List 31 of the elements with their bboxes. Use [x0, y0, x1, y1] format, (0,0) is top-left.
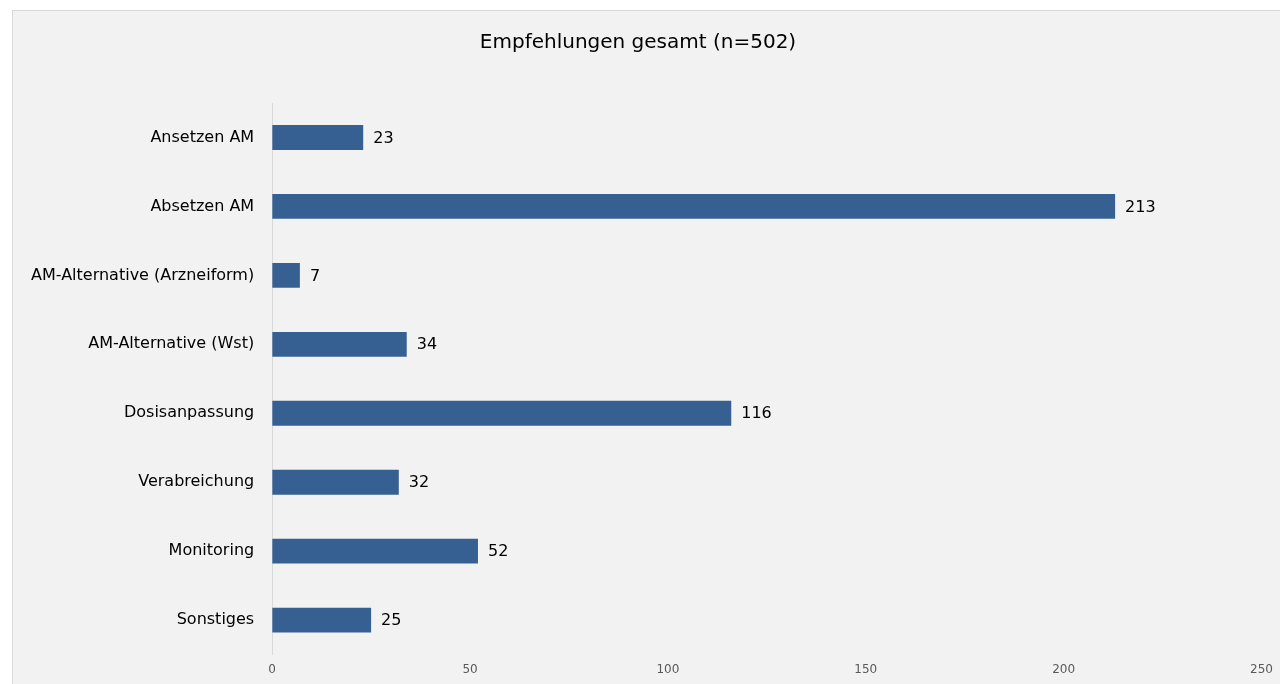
x-tick-label: 0 — [268, 661, 276, 676]
x-tick-label: 50 — [462, 661, 478, 676]
bar — [272, 125, 364, 150]
bar — [272, 469, 399, 495]
bar — [272, 194, 1116, 219]
x-tick-label: 150 — [854, 661, 878, 676]
y-tick-label: Verabreichung — [138, 471, 255, 491]
data-label: 23 — [373, 127, 394, 147]
bar — [272, 262, 300, 288]
data-label: 7 — [309, 265, 321, 285]
y-tick-label: AM-Alternative (Wst) — [88, 333, 255, 353]
x-tick-label: 100 — [656, 661, 680, 676]
chart-title: Empfehlungen gesamt (n=502) — [479, 29, 797, 54]
data-label: 116 — [741, 403, 772, 423]
data-label: 25 — [381, 610, 402, 630]
y-tick-label: Dosisanpassung — [123, 402, 255, 422]
y-tick-label: Absetzen AM — [150, 195, 255, 215]
x-tick-label: 250 — [1250, 661, 1273, 676]
y-tick-label: Ansetzen AM — [150, 126, 255, 146]
bar — [272, 607, 372, 633]
bar — [272, 331, 407, 357]
data-label: 213 — [1125, 196, 1156, 216]
y-tick-label: Monitoring — [168, 540, 255, 560]
x-tick-label: 200 — [1052, 661, 1076, 676]
data-label: 52 — [487, 541, 509, 561]
bar — [272, 400, 732, 426]
y-tick-label: AM-Alternative (Arzneiform) — [30, 264, 255, 284]
y-tick-label: Sonstiges — [176, 609, 255, 629]
bar — [272, 538, 478, 564]
data-label: 32 — [408, 472, 430, 492]
data-label: 34 — [416, 334, 438, 354]
